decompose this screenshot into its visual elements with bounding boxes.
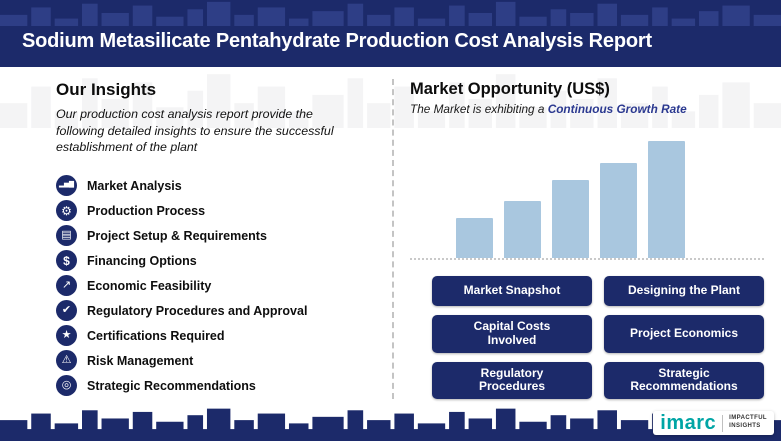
logo-tagline-line1: IMPACTFUL	[729, 415, 767, 422]
bar-4	[600, 163, 637, 258]
imarc-logo-text: imarc	[660, 412, 717, 434]
vertical-dashed-divider	[392, 79, 394, 399]
insight-item-financing-options: $ Financing Options	[56, 250, 374, 271]
bar-2	[504, 201, 541, 258]
insight-item-strategic-recommendations: ◎ Strategic Recommendations	[56, 375, 374, 396]
insight-label: Production Process	[87, 203, 206, 218]
insights-description: Our production cost analysis report prov…	[56, 107, 334, 154]
report-title: Sodium Metasilicate Pentahydrate Product…	[22, 30, 652, 52]
button-label: Project Economics	[629, 325, 739, 340]
insight-item-project-setup: ▤ Project Setup & Requirements	[56, 225, 374, 246]
dollar-icon: $	[56, 250, 77, 271]
button-label: Designing the Plant	[627, 283, 740, 298]
insight-label: Project Setup & Requirements	[87, 228, 267, 243]
bar-5	[648, 141, 685, 258]
button-designing-the-plant[interactable]: Designing the Plant	[604, 276, 764, 306]
bar-chart	[410, 140, 764, 260]
insight-label: Risk Management	[87, 353, 194, 368]
insight-item-regulatory-procedures: ✔ Regulatory Procedures and Approval	[56, 300, 374, 321]
market-subtitle: The Market is exhibiting a Continuous Gr…	[410, 102, 764, 116]
imarc-logo: imarc IMPACTFUL INSIGHTS	[653, 411, 774, 435]
button-label: Market Snapshot	[463, 283, 561, 298]
market-section: Market Opportunity (US$) The Market is e…	[410, 80, 764, 400]
insight-label: Economic Feasibility	[87, 278, 212, 293]
bar-chart-icon: ▂▅▇	[56, 175, 77, 196]
insights-heading: Our Insights	[56, 80, 157, 99]
button-label: Strategic Recommendations	[630, 365, 738, 394]
insight-item-economic-feasibility: ↗ Economic Feasibility	[56, 275, 374, 296]
button-strategic-recommendations[interactable]: Strategic Recommendations	[604, 361, 764, 400]
bar-3	[552, 180, 589, 258]
insight-label: Market Analysis	[87, 178, 182, 193]
logo-tagline-line2: INSIGHTS	[729, 423, 761, 429]
bar-1	[456, 218, 493, 258]
market-subtitle-text: The Market is exhibiting a	[410, 102, 545, 116]
insight-item-certifications: ★ Certifications Required	[56, 325, 374, 346]
button-regulatory-procedures[interactable]: Regulatory Procedures	[432, 361, 592, 400]
risk-warning-icon: ⚠	[56, 350, 77, 371]
market-subtitle-accent: Continuous Growth Rate	[547, 102, 687, 116]
check-document-icon: ✔	[56, 300, 77, 321]
certificate-icon: ★	[56, 325, 77, 346]
button-label: Capital Costs Involved	[473, 319, 551, 347]
insight-label: Certifications Required	[87, 328, 225, 343]
market-heading: Market Opportunity (US$)	[410, 80, 610, 98]
topic-buttons: Market Snapshot Designing the Plant Capi…	[410, 276, 764, 400]
logo-tagline: IMPACTFUL INSIGHTS	[729, 415, 767, 431]
insight-item-production-process: ⚙ Production Process	[56, 200, 374, 221]
insight-label: Regulatory Procedures and Approval	[87, 303, 308, 318]
city-skyline-bottom-icon	[0, 408, 781, 441]
clipboard-icon: ▤	[56, 225, 77, 246]
insight-item-risk-management: ⚠ Risk Management	[56, 350, 374, 371]
button-market-snapshot[interactable]: Market Snapshot	[432, 276, 592, 306]
insight-label: Strategic Recommendations	[87, 378, 256, 393]
insights-list: ▂▅▇ Market Analysis ⚙ Production Process…	[56, 175, 374, 396]
button-capital-costs-involved[interactable]: Capital Costs Involved	[432, 315, 592, 353]
logo-divider	[722, 414, 724, 432]
trend-up-icon: ↗	[56, 275, 77, 296]
insights-section: Our Insights Our production cost analysi…	[56, 80, 374, 396]
insight-label: Financing Options	[87, 253, 197, 268]
insight-item-market-analysis: ▂▅▇ Market Analysis	[56, 175, 374, 196]
gear-icon: ⚙	[56, 200, 77, 221]
button-project-economics[interactable]: Project Economics	[604, 315, 764, 353]
city-skyline-top-icon	[0, 1, 781, 26]
button-label: Regulatory Procedures	[478, 365, 546, 394]
content-area: Our Insights Our production cost analysi…	[0, 67, 781, 441]
header-band: Sodium Metasilicate Pentahydrate Product…	[0, 0, 781, 67]
target-icon: ◎	[56, 375, 77, 396]
